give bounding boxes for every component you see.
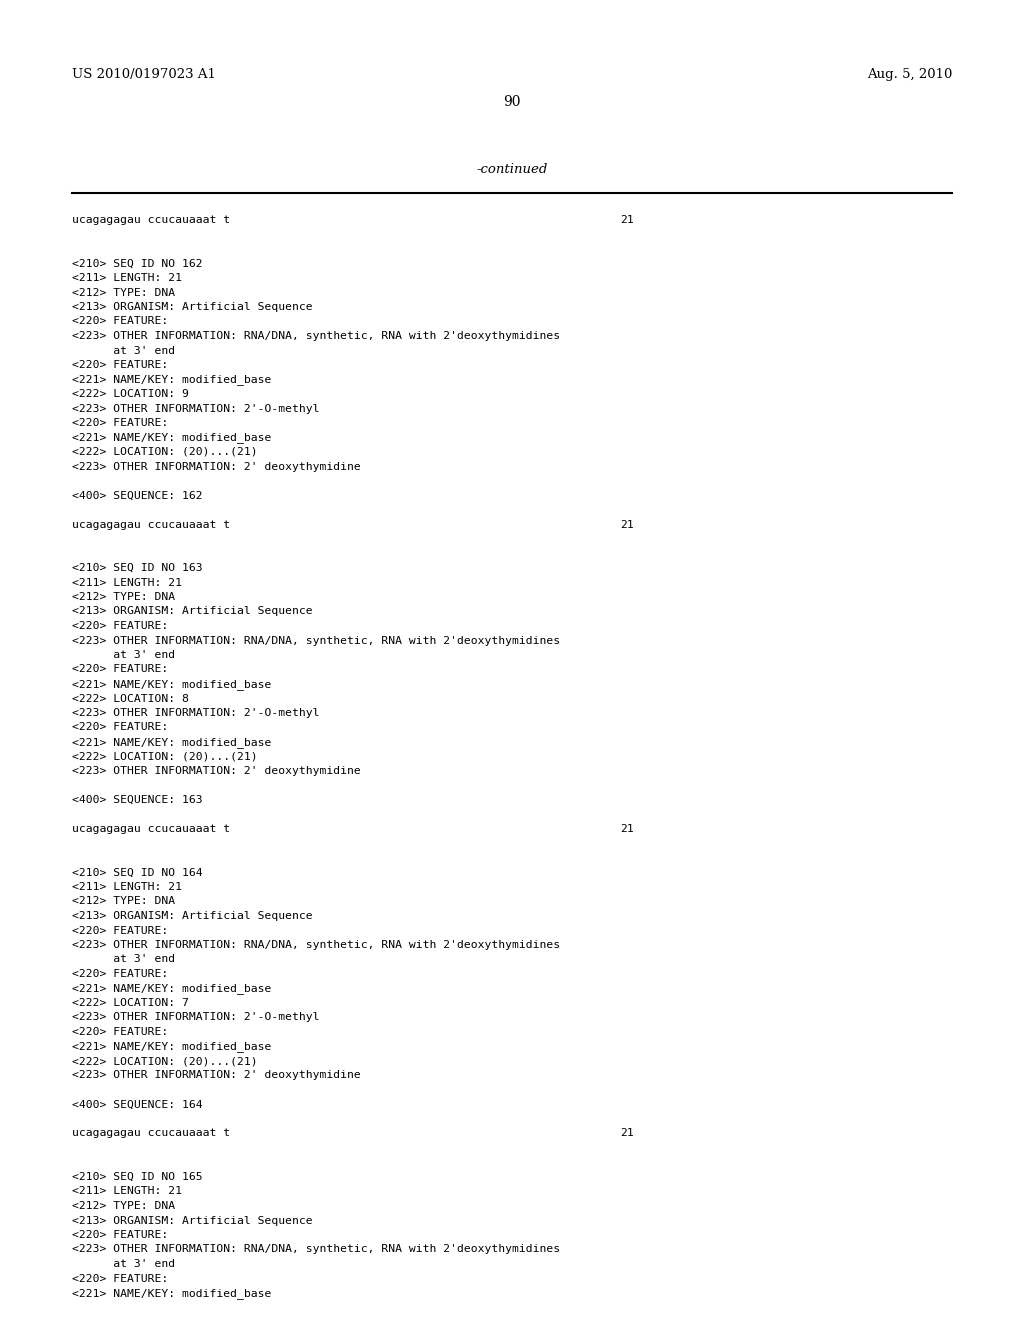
Text: at 3' end: at 3' end [72,346,175,355]
Text: <400> SEQUENCE: 162: <400> SEQUENCE: 162 [72,491,203,500]
Text: <220> FEATURE:: <220> FEATURE: [72,1230,168,1239]
Text: <221> NAME/KEY: modified_base: <221> NAME/KEY: modified_base [72,678,271,690]
Text: <223> OTHER INFORMATION: 2' deoxythymidine: <223> OTHER INFORMATION: 2' deoxythymidi… [72,766,360,776]
Text: 90: 90 [503,95,521,110]
Text: <222> LOCATION: (20)...(21): <222> LOCATION: (20)...(21) [72,447,258,457]
Text: <213> ORGANISM: Artificial Sequence: <213> ORGANISM: Artificial Sequence [72,911,312,921]
Text: <221> NAME/KEY: modified_base: <221> NAME/KEY: modified_base [72,983,271,994]
Text: <223> OTHER INFORMATION: 2' deoxythymidine: <223> OTHER INFORMATION: 2' deoxythymidi… [72,1071,360,1081]
Text: ucagagagau ccucauaaat t: ucagagagau ccucauaaat t [72,520,230,529]
Text: <212> TYPE: DNA: <212> TYPE: DNA [72,288,175,297]
Text: <212> TYPE: DNA: <212> TYPE: DNA [72,591,175,602]
Text: <220> FEATURE:: <220> FEATURE: [72,925,168,936]
Text: <221> NAME/KEY: modified_base: <221> NAME/KEY: modified_base [72,737,271,748]
Text: US 2010/0197023 A1: US 2010/0197023 A1 [72,69,216,81]
Text: <212> TYPE: DNA: <212> TYPE: DNA [72,1201,175,1210]
Text: <221> NAME/KEY: modified_base: <221> NAME/KEY: modified_base [72,375,271,385]
Text: <220> FEATURE:: <220> FEATURE: [72,722,168,733]
Text: <220> FEATURE:: <220> FEATURE: [72,664,168,675]
Text: <220> FEATURE:: <220> FEATURE: [72,620,168,631]
Text: ucagagagau ccucauaaat t: ucagagagau ccucauaaat t [72,1129,230,1138]
Text: at 3' end: at 3' end [72,649,175,660]
Text: <211> LENGTH: 21: <211> LENGTH: 21 [72,882,182,892]
Text: <223> OTHER INFORMATION: RNA/DNA, synthetic, RNA with 2'deoxythymidines: <223> OTHER INFORMATION: RNA/DNA, synthe… [72,635,560,645]
Text: <220> FEATURE:: <220> FEATURE: [72,317,168,326]
Text: <222> LOCATION: 9: <222> LOCATION: 9 [72,389,188,399]
Text: <213> ORGANISM: Artificial Sequence: <213> ORGANISM: Artificial Sequence [72,302,312,312]
Text: <210> SEQ ID NO 164: <210> SEQ ID NO 164 [72,867,203,878]
Text: 21: 21 [620,520,634,529]
Text: <220> FEATURE:: <220> FEATURE: [72,1027,168,1038]
Text: <223> OTHER INFORMATION: 2' deoxythymidine: <223> OTHER INFORMATION: 2' deoxythymidi… [72,462,360,471]
Text: <222> LOCATION: (20)...(21): <222> LOCATION: (20)...(21) [72,751,258,762]
Text: <211> LENGTH: 21: <211> LENGTH: 21 [72,578,182,587]
Text: <221> NAME/KEY: modified_base: <221> NAME/KEY: modified_base [72,1041,271,1052]
Text: <220> FEATURE:: <220> FEATURE: [72,969,168,979]
Text: <220> FEATURE:: <220> FEATURE: [72,360,168,370]
Text: <210> SEQ ID NO 165: <210> SEQ ID NO 165 [72,1172,203,1181]
Text: 21: 21 [620,215,634,224]
Text: at 3' end: at 3' end [72,954,175,965]
Text: <223> OTHER INFORMATION: RNA/DNA, synthetic, RNA with 2'deoxythymidines: <223> OTHER INFORMATION: RNA/DNA, synthe… [72,331,560,341]
Text: <211> LENGTH: 21: <211> LENGTH: 21 [72,273,182,282]
Text: ucagagagau ccucauaaat t: ucagagagau ccucauaaat t [72,824,230,834]
Text: ucagagagau ccucauaaat t: ucagagagau ccucauaaat t [72,215,230,224]
Text: -continued: -continued [476,162,548,176]
Text: <221> NAME/KEY: modified_base: <221> NAME/KEY: modified_base [72,1288,271,1299]
Text: at 3' end: at 3' end [72,1259,175,1269]
Text: <220> FEATURE:: <220> FEATURE: [72,418,168,428]
Text: <223> OTHER INFORMATION: RNA/DNA, synthetic, RNA with 2'deoxythymidines: <223> OTHER INFORMATION: RNA/DNA, synthe… [72,1245,560,1254]
Text: <223> OTHER INFORMATION: RNA/DNA, synthetic, RNA with 2'deoxythymidines: <223> OTHER INFORMATION: RNA/DNA, synthe… [72,940,560,950]
Text: <213> ORGANISM: Artificial Sequence: <213> ORGANISM: Artificial Sequence [72,606,312,616]
Text: <213> ORGANISM: Artificial Sequence: <213> ORGANISM: Artificial Sequence [72,1216,312,1225]
Text: <220> FEATURE:: <220> FEATURE: [72,1274,168,1283]
Text: <222> LOCATION: 8: <222> LOCATION: 8 [72,693,188,704]
Text: <400> SEQUENCE: 164: <400> SEQUENCE: 164 [72,1100,203,1110]
Text: Aug. 5, 2010: Aug. 5, 2010 [866,69,952,81]
Text: <222> LOCATION: 7: <222> LOCATION: 7 [72,998,188,1008]
Text: 21: 21 [620,1129,634,1138]
Text: <212> TYPE: DNA: <212> TYPE: DNA [72,896,175,907]
Text: <211> LENGTH: 21: <211> LENGTH: 21 [72,1187,182,1196]
Text: <222> LOCATION: (20)...(21): <222> LOCATION: (20)...(21) [72,1056,258,1067]
Text: <210> SEQ ID NO 162: <210> SEQ ID NO 162 [72,259,203,268]
Text: <223> OTHER INFORMATION: 2'-O-methyl: <223> OTHER INFORMATION: 2'-O-methyl [72,1012,319,1023]
Text: <223> OTHER INFORMATION: 2'-O-methyl: <223> OTHER INFORMATION: 2'-O-methyl [72,708,319,718]
Text: 21: 21 [620,824,634,834]
Text: <400> SEQUENCE: 163: <400> SEQUENCE: 163 [72,795,203,805]
Text: <223> OTHER INFORMATION: 2'-O-methyl: <223> OTHER INFORMATION: 2'-O-methyl [72,404,319,413]
Text: <221> NAME/KEY: modified_base: <221> NAME/KEY: modified_base [72,433,271,444]
Text: <210> SEQ ID NO 163: <210> SEQ ID NO 163 [72,564,203,573]
